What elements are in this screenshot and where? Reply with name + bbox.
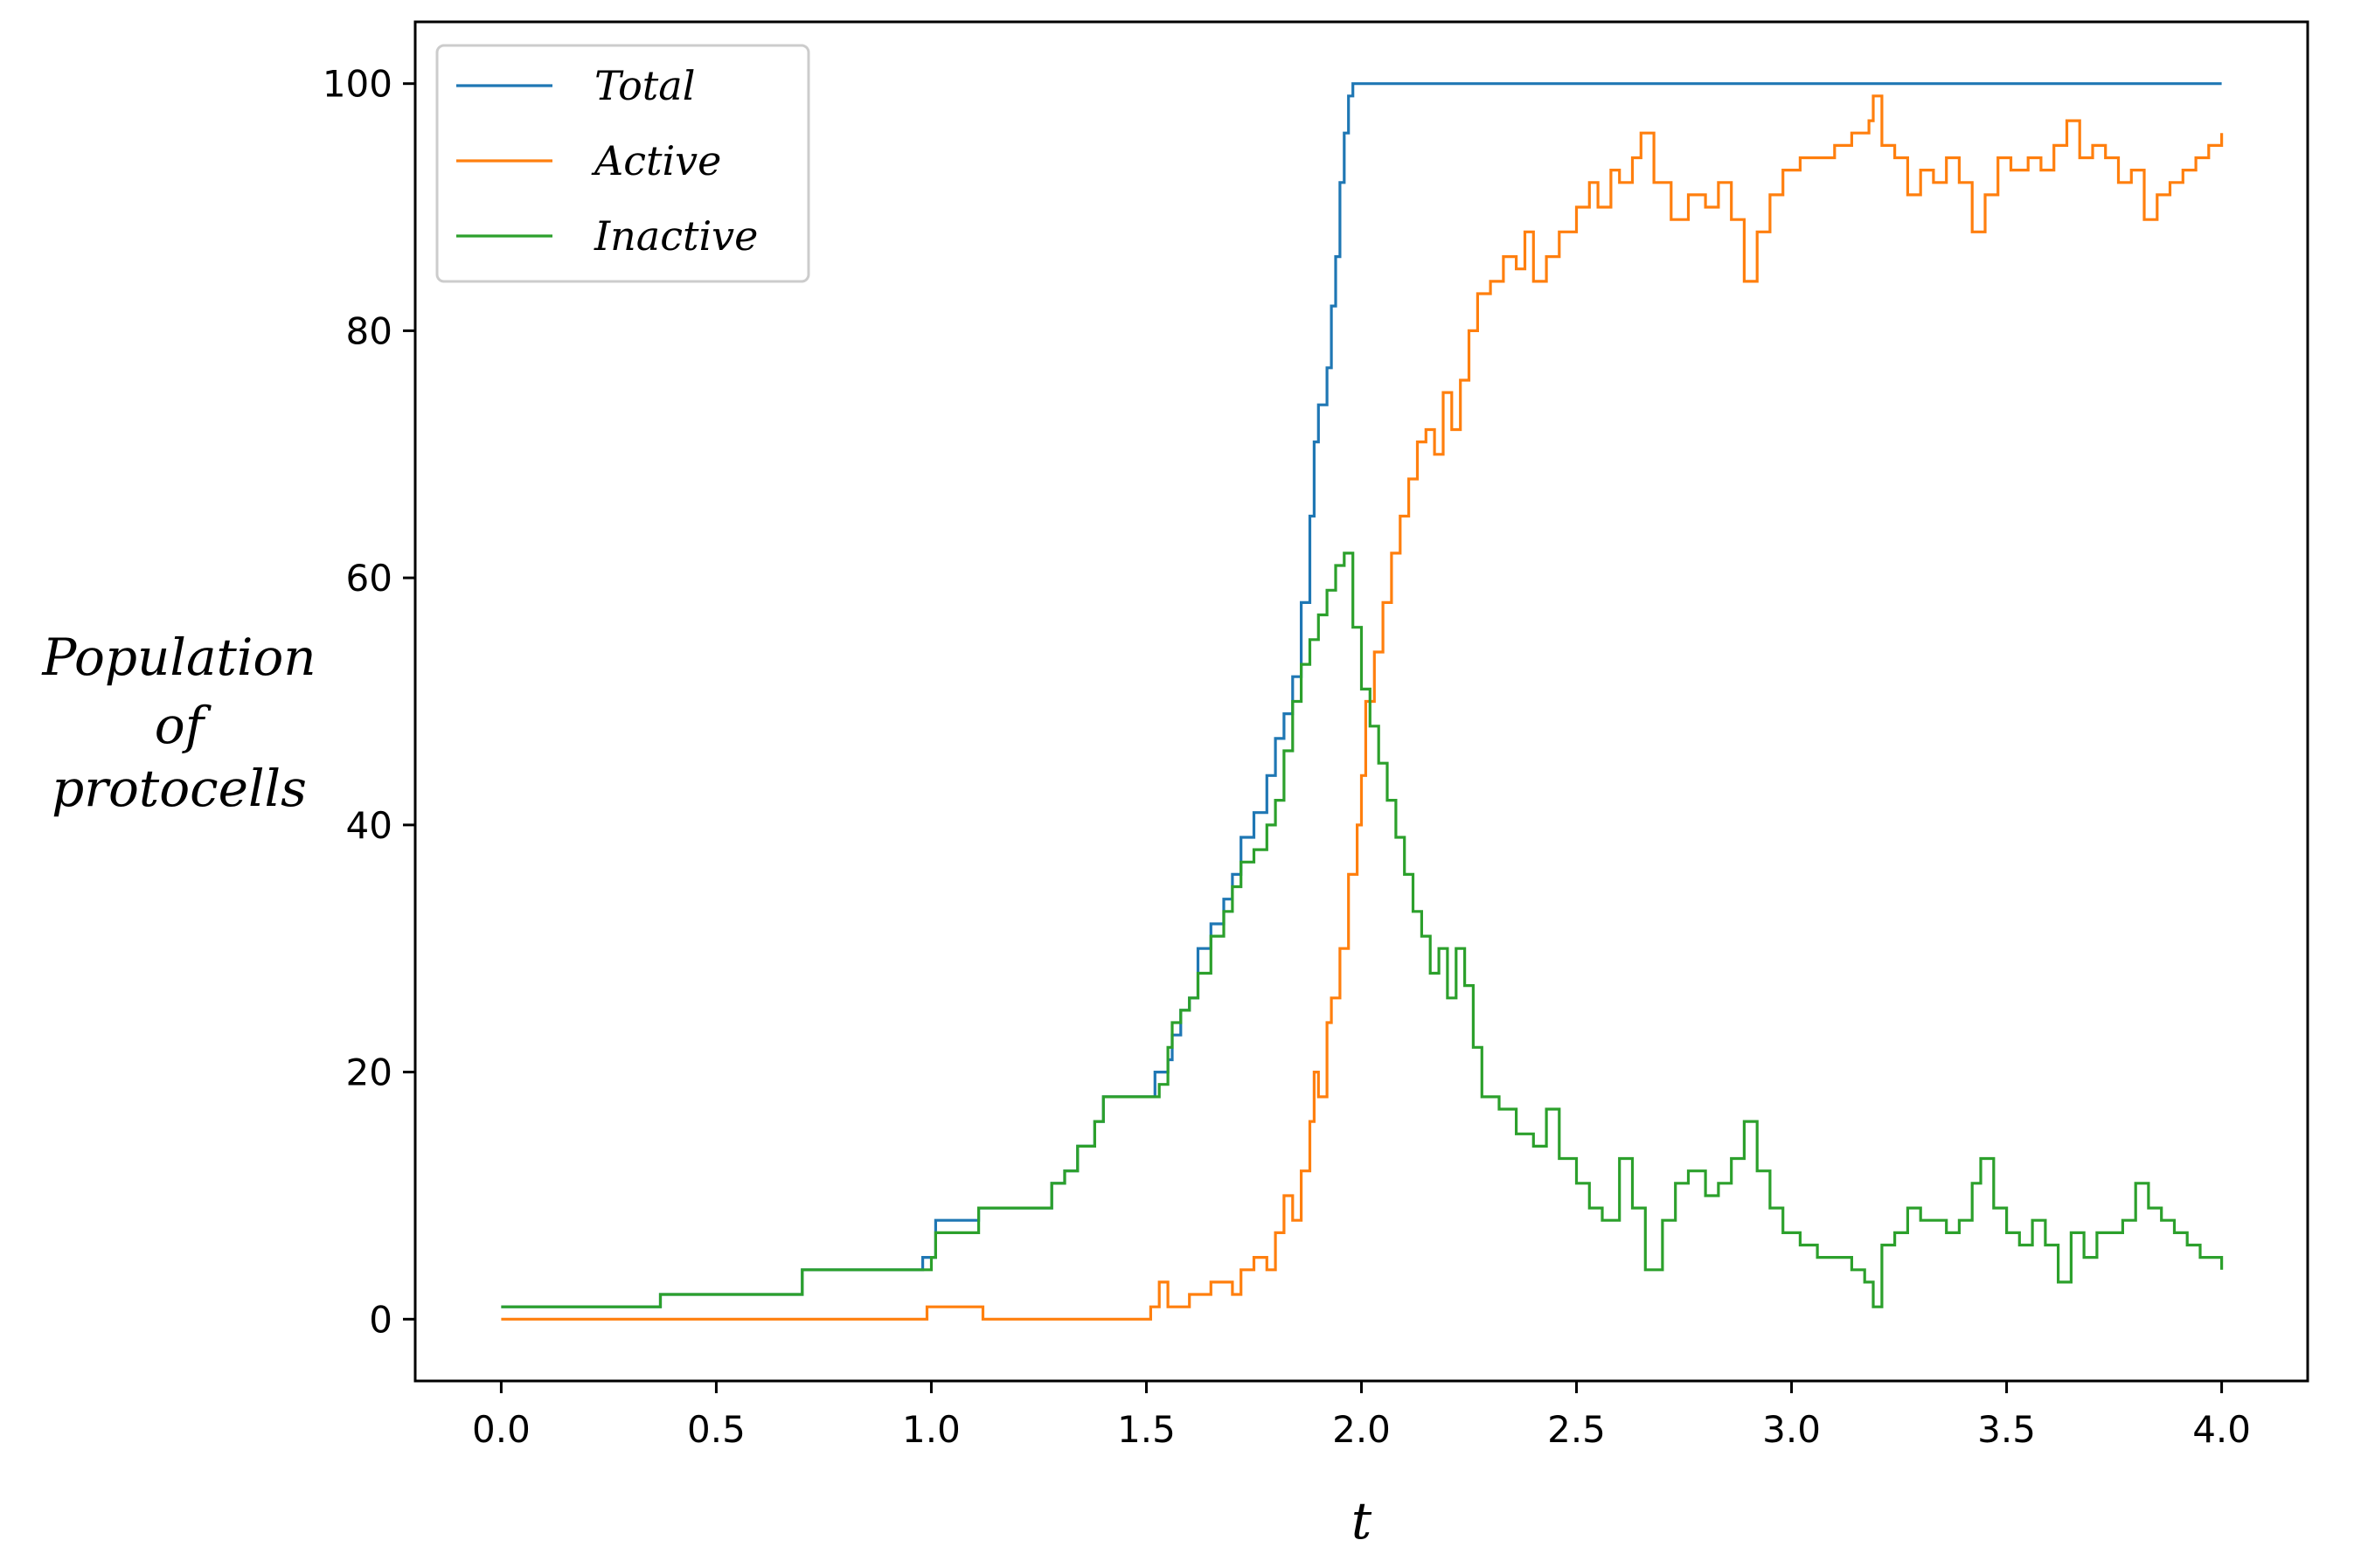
legend: Total Active Inactive bbox=[435, 44, 810, 283]
y-tick-label: 60 bbox=[346, 557, 392, 600]
x-tick-label: 0.0 bbox=[472, 1408, 531, 1451]
x-tick-label: 3.0 bbox=[1762, 1408, 1821, 1451]
y-tick-label: 80 bbox=[346, 309, 392, 352]
y-axis-title-line-1: Population bbox=[41, 628, 316, 687]
y-tick-label: 20 bbox=[346, 1051, 392, 1094]
series-layer bbox=[501, 82, 2224, 1321]
legend-label-total: Total bbox=[594, 62, 695, 109]
legend-label-inactive: Inactive bbox=[594, 212, 758, 260]
y-tick-label: 0 bbox=[369, 1298, 392, 1341]
legend-label-active: Active bbox=[591, 137, 721, 184]
x-tick-label: 1.5 bbox=[1117, 1408, 1176, 1451]
y-axis-title-line-2: of bbox=[155, 696, 212, 755]
y-tick-label: 100 bbox=[323, 63, 392, 106]
legend-box bbox=[435, 44, 810, 283]
x-tick-label: 0.5 bbox=[687, 1408, 746, 1451]
axis-ticks: 0.0 0.5 1.0 1.5 2.0 2.5 3.0 3.5 4.0 0 20 40 60 80 100 bbox=[323, 63, 2251, 1451]
x-tick-label: 4.0 bbox=[2192, 1408, 2251, 1451]
series-line-inactive bbox=[501, 552, 2224, 1308]
series-line-active bbox=[501, 94, 2224, 1321]
y-tick-label: 40 bbox=[346, 804, 392, 847]
x-tick-label: 2.0 bbox=[1332, 1408, 1391, 1451]
x-axis-title: t bbox=[1351, 1491, 1372, 1551]
y-axis-title-line-3: protocells bbox=[52, 759, 307, 818]
x-tick-label: 1.0 bbox=[902, 1408, 961, 1451]
x-tick-label: 3.5 bbox=[1977, 1408, 2036, 1451]
x-tick-label: 2.5 bbox=[1547, 1408, 1606, 1451]
y-axis-title: Population of protocells bbox=[41, 628, 316, 818]
